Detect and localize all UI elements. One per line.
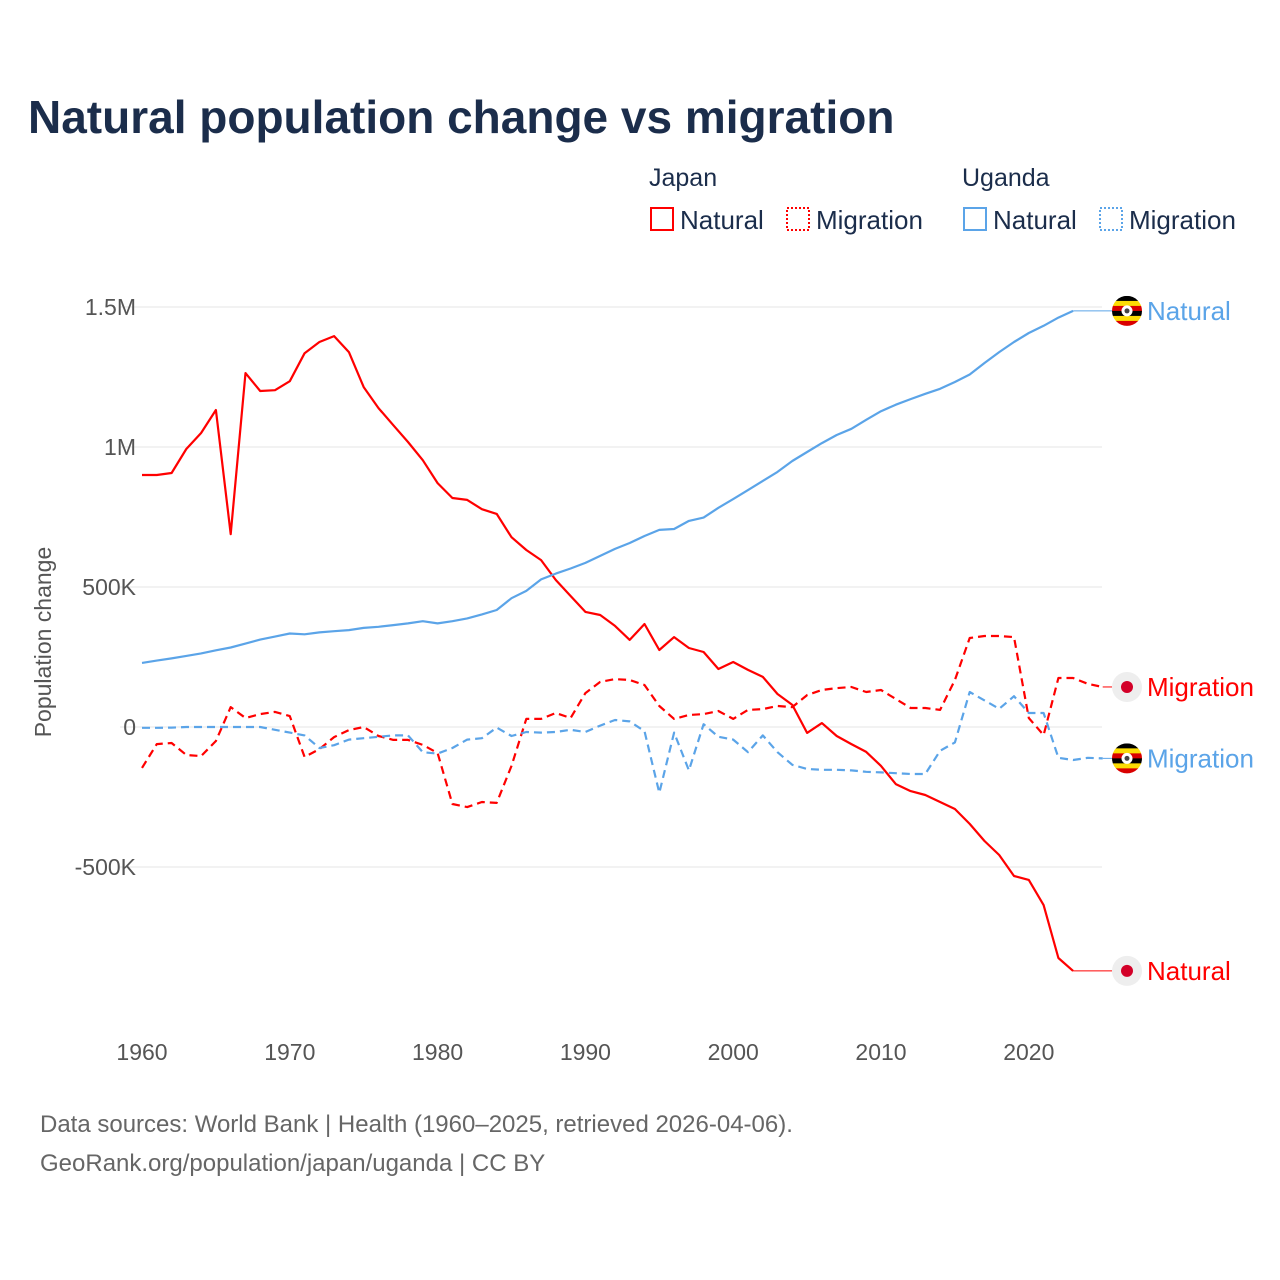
- japan-flag-icon: [1112, 955, 1142, 986]
- chart-title: Natural population change vs migration: [28, 91, 894, 143]
- y-tick-label: 500K: [82, 574, 136, 600]
- x-tick-label: 2020: [1003, 1039, 1054, 1065]
- y-tick-label: 1M: [104, 434, 136, 460]
- legend-label-uganda-migration[interactable]: Migration: [1129, 205, 1236, 235]
- y-axis-label: Population change: [30, 547, 56, 738]
- line-uganda-migration: [142, 690, 1103, 794]
- legend-label-uganda-natural[interactable]: Natural: [993, 205, 1077, 235]
- source-line-1: Data sources: World Bank | Health (1960–…: [40, 1111, 793, 1138]
- end-labels: Natural Migration Natural Migration: [1073, 295, 1254, 986]
- x-tick-label: 2000: [708, 1039, 759, 1065]
- uganda-flag-icon: [1112, 295, 1142, 326]
- legend-label-japan-natural[interactable]: Natural: [680, 205, 764, 235]
- x-tick-label: 1990: [560, 1039, 611, 1065]
- end-label-uganda-migration: Migration: [1147, 743, 1254, 773]
- legend-group-japan: Japan: [649, 164, 717, 192]
- legend-group-uganda: Uganda: [962, 164, 1050, 192]
- legend-swatch-uganda-migration: [1099, 207, 1123, 231]
- japan-flag-icon: [1112, 671, 1142, 702]
- series-lines: [141, 309, 1103, 972]
- y-tick-label: -500K: [75, 854, 137, 880]
- y-tick-label: 0: [123, 714, 136, 740]
- x-tick-label: 2010: [855, 1039, 906, 1065]
- legend-swatch-uganda-natural: [963, 207, 987, 231]
- end-label-uganda-natural: Natural: [1147, 296, 1231, 326]
- x-tick-label: 1980: [412, 1039, 463, 1065]
- line-japan-natural: [142, 335, 1074, 972]
- gridlines: [120, 306, 1102, 868]
- source-line-2[interactable]: GeoRank.org/population/japan/uganda | CC…: [40, 1150, 545, 1177]
- x-tick-label: 1960: [116, 1039, 167, 1065]
- x-tick-label: 1970: [264, 1039, 315, 1065]
- line-japan-migration: [141, 634, 1103, 809]
- x-axis-ticks: 1960 1970 1980 1990 2000 2010 2020: [116, 1039, 1054, 1065]
- legend-label-japan-migration[interactable]: Migration: [816, 205, 923, 235]
- y-axis-ticks: 1.5M 1M 500K 0 -500K: [75, 294, 137, 880]
- uganda-flag-icon: [1112, 743, 1142, 774]
- line-uganda-natural: [141, 309, 1074, 664]
- legend-swatch-japan-natural: [650, 207, 674, 231]
- legend-swatch-japan-migration: [786, 207, 810, 231]
- y-tick-label: 1.5M: [85, 294, 136, 320]
- legend: Japan Natural Migration Uganda Natural M…: [649, 164, 1236, 235]
- end-label-japan-natural: Natural: [1147, 956, 1231, 986]
- end-label-japan-migration: Migration: [1147, 672, 1254, 702]
